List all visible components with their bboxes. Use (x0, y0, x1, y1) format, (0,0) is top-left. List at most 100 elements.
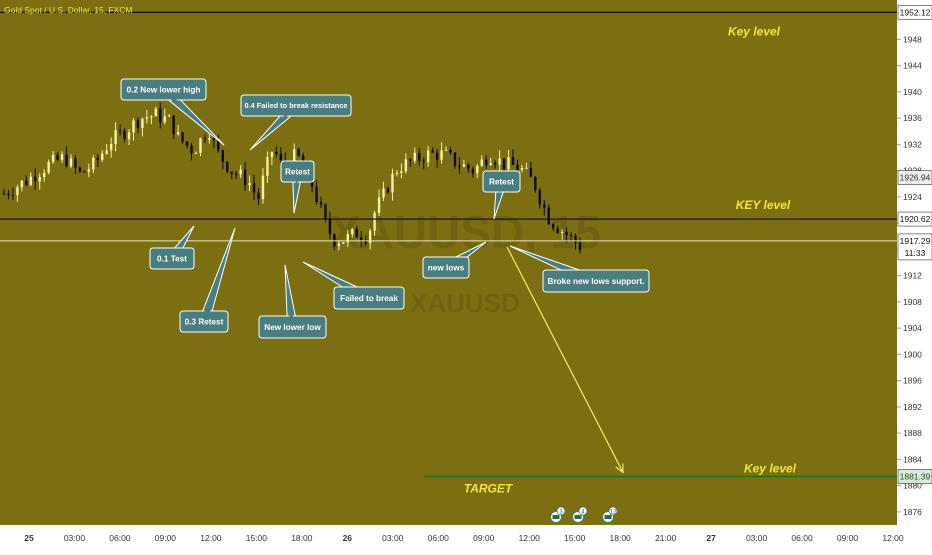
price-tick-label: 1932 (903, 139, 922, 149)
callout-text: Broke new lows support. (548, 277, 645, 286)
event-badge[interactable]: 3 (550, 506, 566, 523)
candle-body (172, 115, 175, 135)
callout-text: Retest (285, 167, 310, 176)
candle-body (449, 150, 452, 153)
candle-body (109, 144, 113, 151)
time-tick-label: 12:00 (200, 533, 222, 543)
level-price-label-text: 1920.62 (900, 214, 931, 224)
annotations[interactable]: 0.2 New lower high 0.4 Failed to break re… (120, 78, 650, 339)
time-tick-label: 09:00 (155, 533, 177, 543)
candle-body (373, 212, 376, 231)
candle-body (565, 232, 568, 236)
time-tick-label: 06:00 (791, 533, 813, 543)
callout-text: Retest (489, 177, 514, 186)
event-count: 12 (610, 510, 617, 516)
marker-price-label-text: 1926.94 (900, 173, 931, 183)
callout[interactable]: Failed to break (302, 261, 405, 310)
candle-body (127, 132, 131, 140)
price-tick-label: 1924 (903, 192, 922, 202)
candle-body (141, 118, 144, 129)
time-tick-label: 03:00 (64, 533, 86, 543)
current-price-text: 1917.29 (900, 236, 931, 246)
callout[interactable]: 0.4 Failed to break resistance (240, 94, 352, 151)
candle-body (453, 152, 457, 166)
candle-body (355, 229, 358, 238)
level-price-label (897, 5, 932, 20)
candle-body (435, 152, 439, 160)
candle-body (547, 207, 550, 225)
candle-body (199, 138, 202, 153)
candle-body (60, 154, 64, 160)
callout[interactable]: 0.2 New lower high (120, 78, 225, 146)
time-tick-label: 27 (706, 533, 716, 543)
candle-body (203, 138, 207, 140)
event-flag-icon (552, 515, 560, 519)
callout[interactable]: Retest (482, 170, 521, 220)
projection-arrow-line[interactable] (506, 246, 624, 473)
callout[interactable]: 0.3 Retest (179, 227, 236, 333)
callout[interactable]: New lower low (258, 264, 327, 339)
candle-body (413, 152, 416, 161)
candle-body (252, 183, 256, 193)
candle-body (301, 155, 305, 165)
candle-body (234, 173, 238, 175)
time-tick-label: 15:00 (246, 533, 268, 543)
candle-body (159, 108, 162, 123)
event-badge[interactable]: 12 (602, 506, 618, 523)
candle-body (471, 168, 475, 174)
projection-arrow-head (615, 463, 624, 474)
candle-body (275, 152, 278, 154)
candle-body (114, 130, 117, 145)
candle-body (20, 180, 24, 188)
price-axis[interactable] (897, 0, 932, 550)
bar-countdown-text: 11:33 (905, 248, 926, 258)
callout[interactable]: Broke new lows support. (509, 245, 650, 293)
level-text: TARGET (464, 481, 514, 495)
candle-body (328, 219, 332, 235)
price-tick-label: 1876 (903, 507, 922, 517)
candle-body (190, 145, 193, 154)
candle-body (105, 150, 108, 154)
candle-body (226, 161, 229, 172)
candle-body (257, 192, 260, 200)
event-badge[interactable]: 4 (572, 506, 588, 523)
candle-body (51, 154, 55, 162)
candle-body (346, 234, 350, 243)
candle-body (145, 117, 149, 119)
candle-body (458, 165, 461, 167)
watermark-name: XAUUSD (410, 288, 520, 318)
candle-body (168, 115, 171, 117)
price-tick-label: 1904 (903, 323, 922, 333)
price-tick-label: 1948 (903, 34, 922, 44)
candle-body (154, 108, 158, 117)
event-badges[interactable]: 3 4 12 (550, 506, 618, 523)
candle-body (78, 167, 82, 172)
candle-body (556, 228, 559, 233)
horizontal-levels[interactable] (0, 11, 897, 478)
candle-body (431, 150, 434, 153)
symbol-title: Gold Spot / U.S. Dollar, 15, FXCM (4, 5, 133, 15)
level-texts: Key level KEY level Key level TARGET (464, 25, 797, 496)
callout[interactable]: Retest (280, 160, 315, 214)
candle-body (444, 150, 448, 152)
callout-text: New lower low (264, 323, 321, 332)
candle-body (440, 150, 443, 160)
candle-body (319, 201, 323, 205)
callout-pointer-joint (497, 180, 506, 193)
candle-body (516, 164, 519, 170)
callout[interactable]: 0.1 Test (149, 225, 195, 270)
callout[interactable]: new lows (422, 241, 487, 279)
price-tick-label: 1892 (903, 402, 922, 412)
candle-body (279, 153, 283, 161)
target-price-label-text: 1881.39 (900, 472, 931, 482)
candle-body (569, 235, 573, 237)
candle-body (551, 224, 555, 229)
time-axis[interactable] (0, 525, 897, 550)
time-tick-label: 18:00 (610, 533, 632, 543)
candle-body (69, 158, 73, 167)
candle-body (476, 165, 479, 174)
level-price-label-text: 1952.12 (900, 7, 931, 17)
time-tick-label: 06:00 (428, 533, 450, 543)
